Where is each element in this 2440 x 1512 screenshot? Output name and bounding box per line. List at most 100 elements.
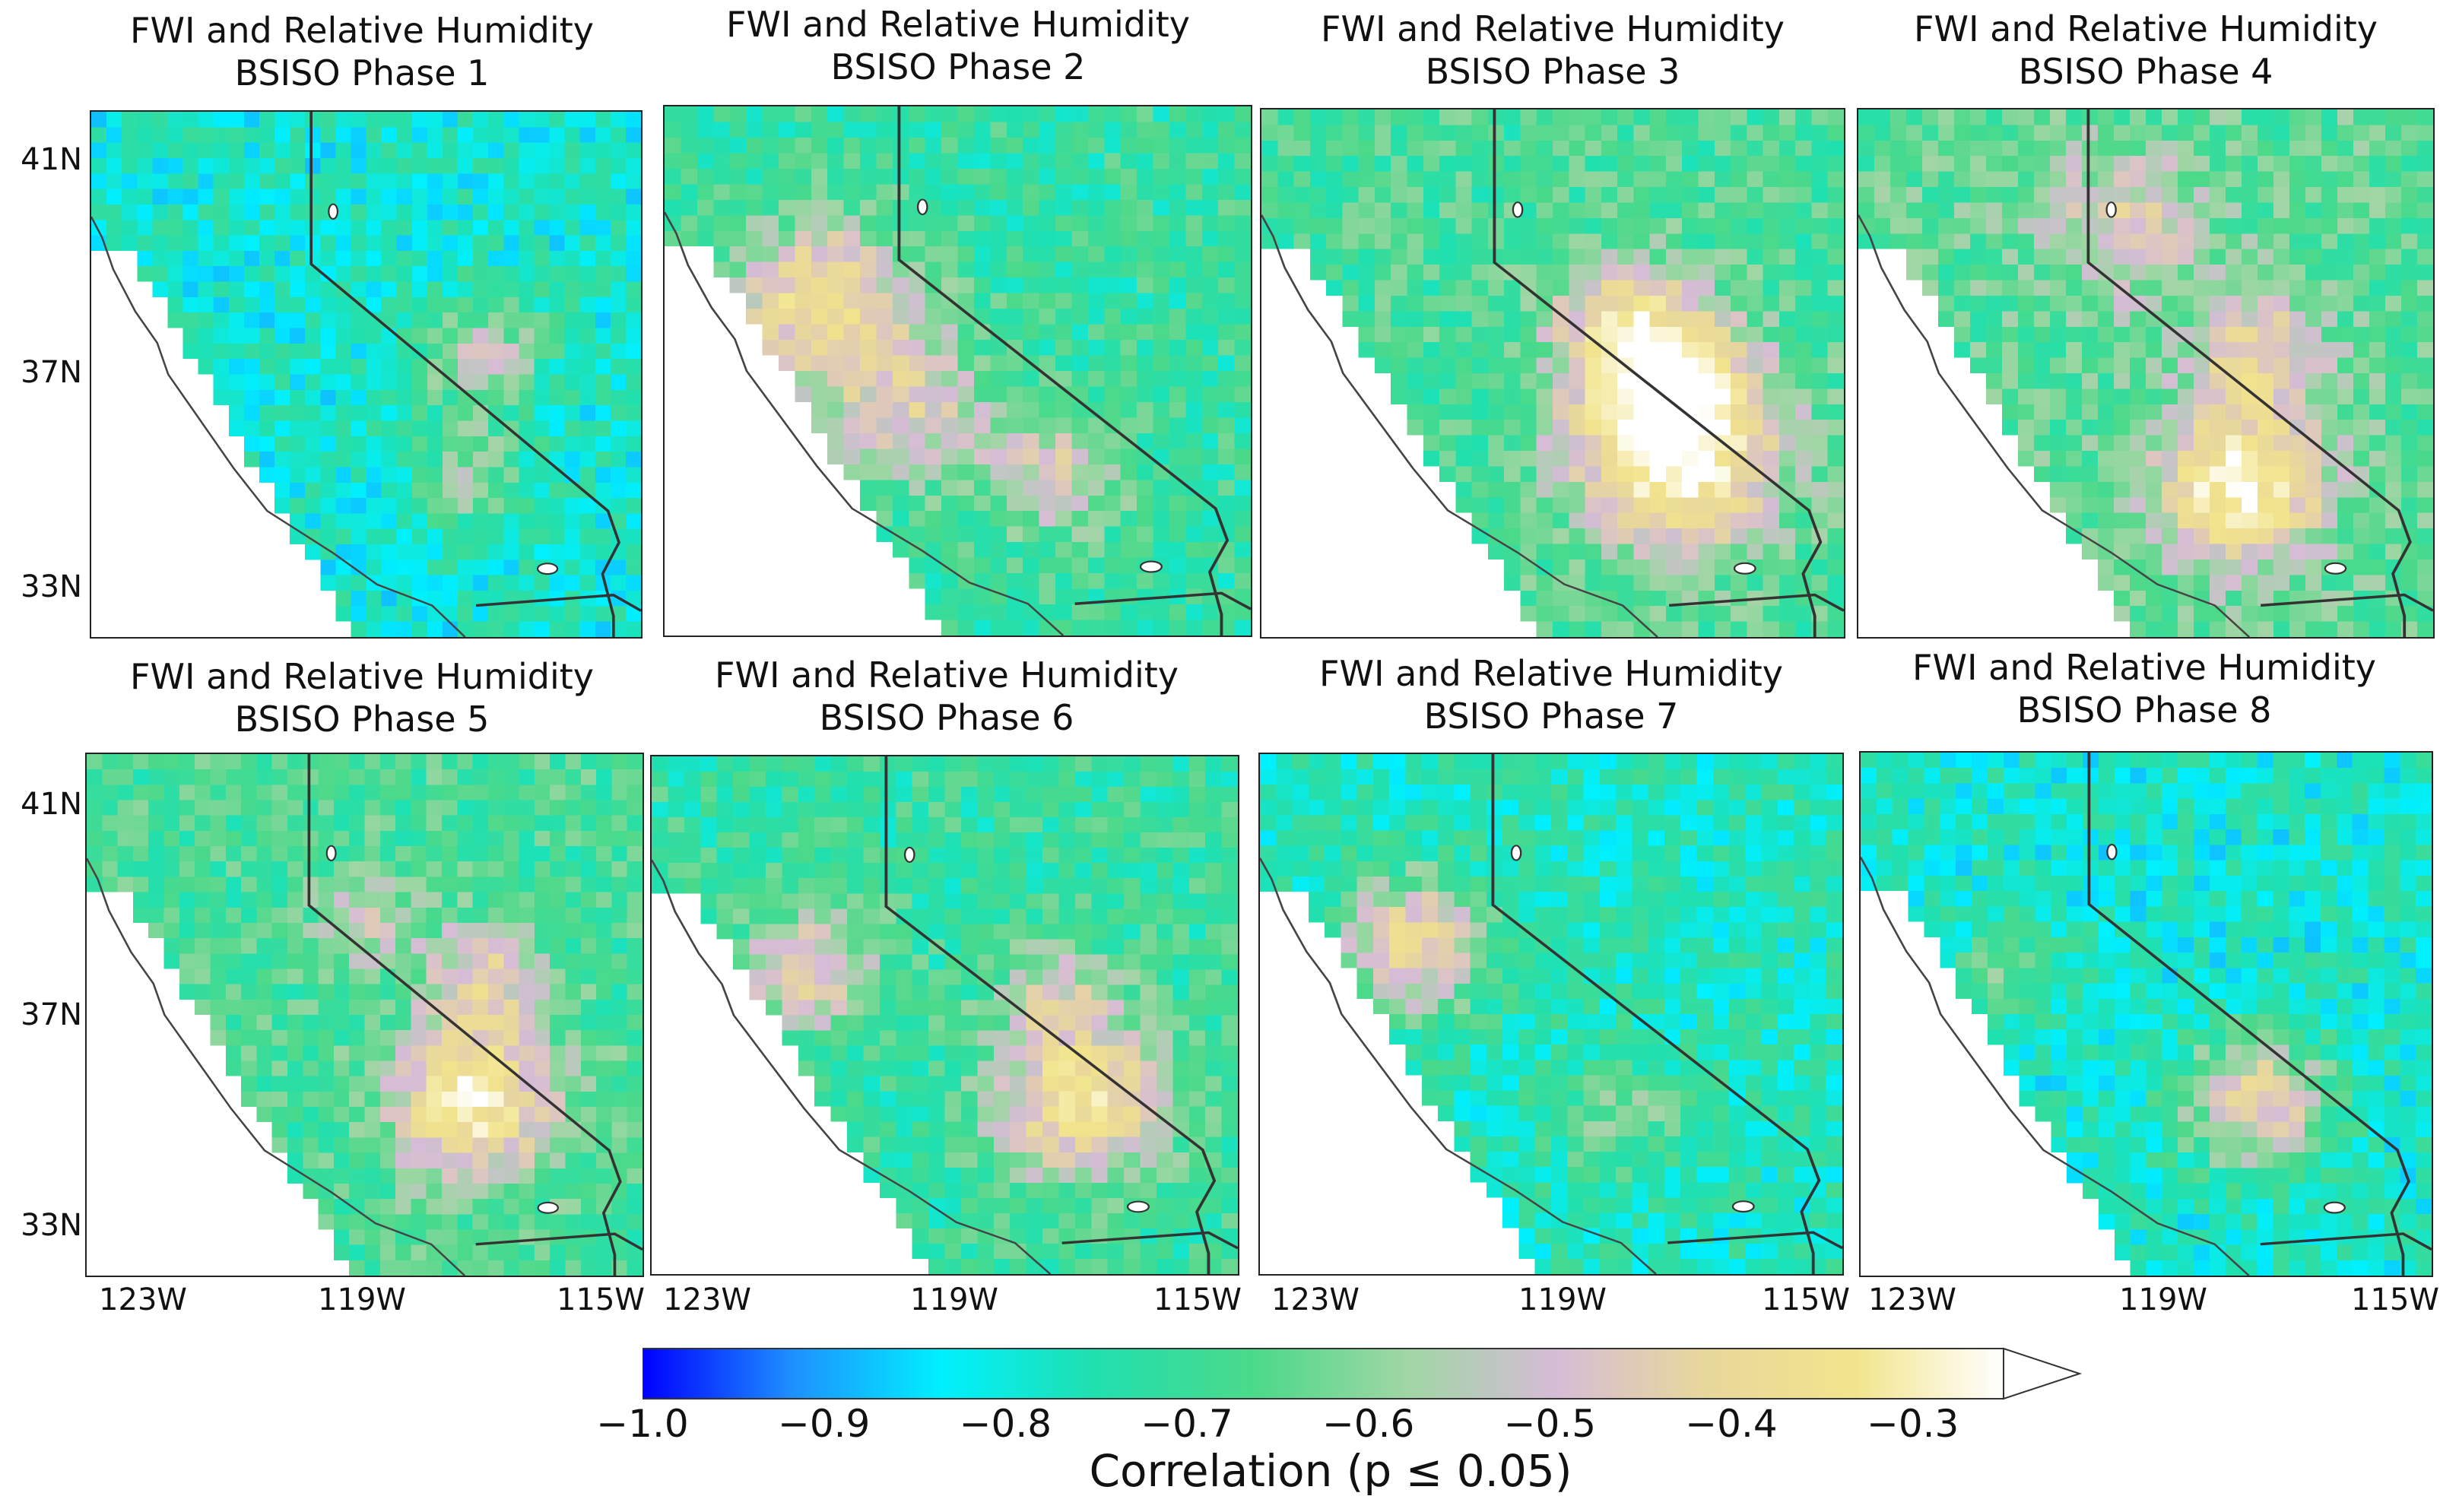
panel-title-6: FWI and Relative Humidity BSISO Phase 6 [643, 654, 1251, 739]
mexico-border [1074, 591, 1251, 610]
panel-subtitle-line: BSISO Phase 8 [2016, 689, 2272, 731]
panel-subtitle-line: BSISO Phase 3 [1425, 51, 1680, 92]
panel-subtitle-line: BSISO Phase 7 [1423, 696, 1679, 737]
state-borders [652, 756, 1238, 1274]
colorbar-tick-label: −1.0 [596, 1402, 689, 1446]
state-borders [1861, 753, 2432, 1276]
coastline [1861, 857, 2250, 1276]
state-borders [665, 106, 1251, 636]
colorbar-tick-label: −0.4 [1685, 1402, 1778, 1446]
panel-title-line: FWI and Relative Humidity [1912, 647, 2376, 688]
ca-nv-border [2087, 753, 2410, 1276]
ca-nv-border [2086, 109, 2412, 637]
mexico-border [475, 593, 641, 612]
lon-label: 119W [1518, 1282, 1607, 1317]
lat-label: 33N [21, 569, 82, 604]
map-panel-5 [85, 753, 644, 1277]
lon-label: 119W [2119, 1282, 2207, 1317]
colorbar-gradient [643, 1348, 2004, 1399]
lat-label: 33N [21, 1208, 82, 1243]
lon-label: 123W [663, 1282, 751, 1317]
map-panel-4 [1857, 108, 2435, 639]
panel-title-line: FWI and Relative Humidity [715, 655, 1179, 696]
colorbar-tick-label: −0.7 [1141, 1402, 1233, 1446]
panel-title-4: FWI and Relative Humidity BSISO Phase 4 [1842, 8, 2440, 93]
panel-title-1: FWI and Relative Humidity BSISO Phase 1 [58, 9, 666, 94]
lon-label: 115W [1762, 1282, 1850, 1317]
lat-label: 37N [21, 355, 82, 390]
ca-nv-border [1493, 109, 1823, 637]
ca-nv-border [309, 112, 621, 637]
mexico-border [2261, 593, 2433, 612]
map-panel-1 [90, 110, 643, 639]
lake-tahoe [328, 203, 338, 220]
map-panel-6 [650, 755, 1239, 1276]
state-borders [87, 754, 643, 1276]
colorbar-tick-label: −0.6 [1322, 1402, 1415, 1446]
panel-title-line: FWI and Relative Humidity [1914, 8, 2378, 49]
panel-title-8: FWI and Relative Humidity BSISO Phase 8 [1840, 646, 2440, 731]
colorbar-tick-label: −0.8 [959, 1402, 1052, 1446]
mexico-border [1669, 593, 1844, 612]
coastline [91, 216, 466, 637]
state-borders [1858, 109, 2433, 637]
lake-tahoe [2105, 201, 2117, 218]
lake-tahoe [1512, 201, 1524, 218]
lat-label: 37N [21, 997, 82, 1032]
salton-sea [1733, 562, 1756, 575]
lon-label: 115W [1153, 1282, 1242, 1317]
correlation-field [1261, 109, 1844, 637]
correlation-field [1858, 109, 2433, 637]
state-borders [91, 112, 641, 637]
panel-title-2: FWI and Relative Humidity BSISO Phase 2 [654, 3, 1262, 88]
salton-sea [536, 563, 559, 575]
panel-subtitle-line: BSISO Phase 6 [819, 697, 1074, 738]
salton-sea [2323, 1201, 2346, 1214]
salton-sea [1126, 1200, 1150, 1213]
salton-sea [1139, 560, 1163, 573]
lake-tahoe [2106, 844, 2118, 861]
panel-title-line: FWI and Relative Humidity [726, 4, 1190, 45]
correlation-field [665, 106, 1251, 636]
lat-label: 41N [21, 142, 82, 177]
lake-tahoe [1510, 845, 1522, 861]
ca-nv-border [307, 754, 622, 1276]
colorbar-tick-label: −0.5 [1503, 1402, 1597, 1446]
colorbar-extend-arrow [2003, 1347, 2083, 1400]
colorbar-tick-label: −0.9 [777, 1402, 871, 1446]
salton-sea [2324, 562, 2347, 575]
coastline [1858, 214, 2251, 637]
panel-subtitle-line: BSISO Phase 1 [234, 52, 490, 94]
map-panel-8 [1859, 751, 2433, 1277]
map-panel-3 [1260, 108, 1845, 639]
panel-title-3: FWI and Relative Humidity BSISO Phase 3 [1249, 8, 1857, 93]
panel-title-line: FWI and Relative Humidity [130, 656, 594, 697]
coastline [1260, 857, 1657, 1274]
lon-label: 119W [910, 1282, 998, 1317]
panel-subtitle-line: BSISO Phase 5 [234, 699, 490, 740]
lon-label: 115W [2351, 1282, 2439, 1317]
panel-subtitle-line: BSISO Phase 4 [2018, 51, 2273, 92]
panel-title-line: FWI and Relative Humidity [1321, 8, 1785, 49]
ca-nv-border [897, 106, 1230, 636]
mexico-border [2260, 1232, 2432, 1251]
lon-label: 123W [1868, 1282, 1956, 1317]
correlation-field [1260, 754, 1842, 1274]
salton-sea [1731, 1200, 1755, 1212]
lon-label: 123W [99, 1282, 187, 1317]
mexico-border [1061, 1231, 1238, 1250]
correlation-field [652, 756, 1238, 1274]
panel-title-line: FWI and Relative Humidity [1319, 653, 1783, 694]
map-panel-7 [1258, 753, 1844, 1276]
colorbar-tick-label: −0.3 [1866, 1402, 1959, 1446]
lon-label: 115W [557, 1282, 645, 1317]
correlation-field [1861, 753, 2432, 1276]
colorbar [643, 1347, 2083, 1400]
panel-title-line: FWI and Relative Humidity [130, 10, 594, 51]
mexico-border [1667, 1231, 1842, 1250]
lon-label: 123W [1271, 1282, 1360, 1317]
panel-title-5: FWI and Relative Humidity BSISO Phase 5 [58, 655, 666, 740]
lon-label: 119W [318, 1282, 406, 1317]
salton-sea [537, 1201, 559, 1214]
panel-subtitle-line: BSISO Phase 2 [830, 46, 1086, 87]
